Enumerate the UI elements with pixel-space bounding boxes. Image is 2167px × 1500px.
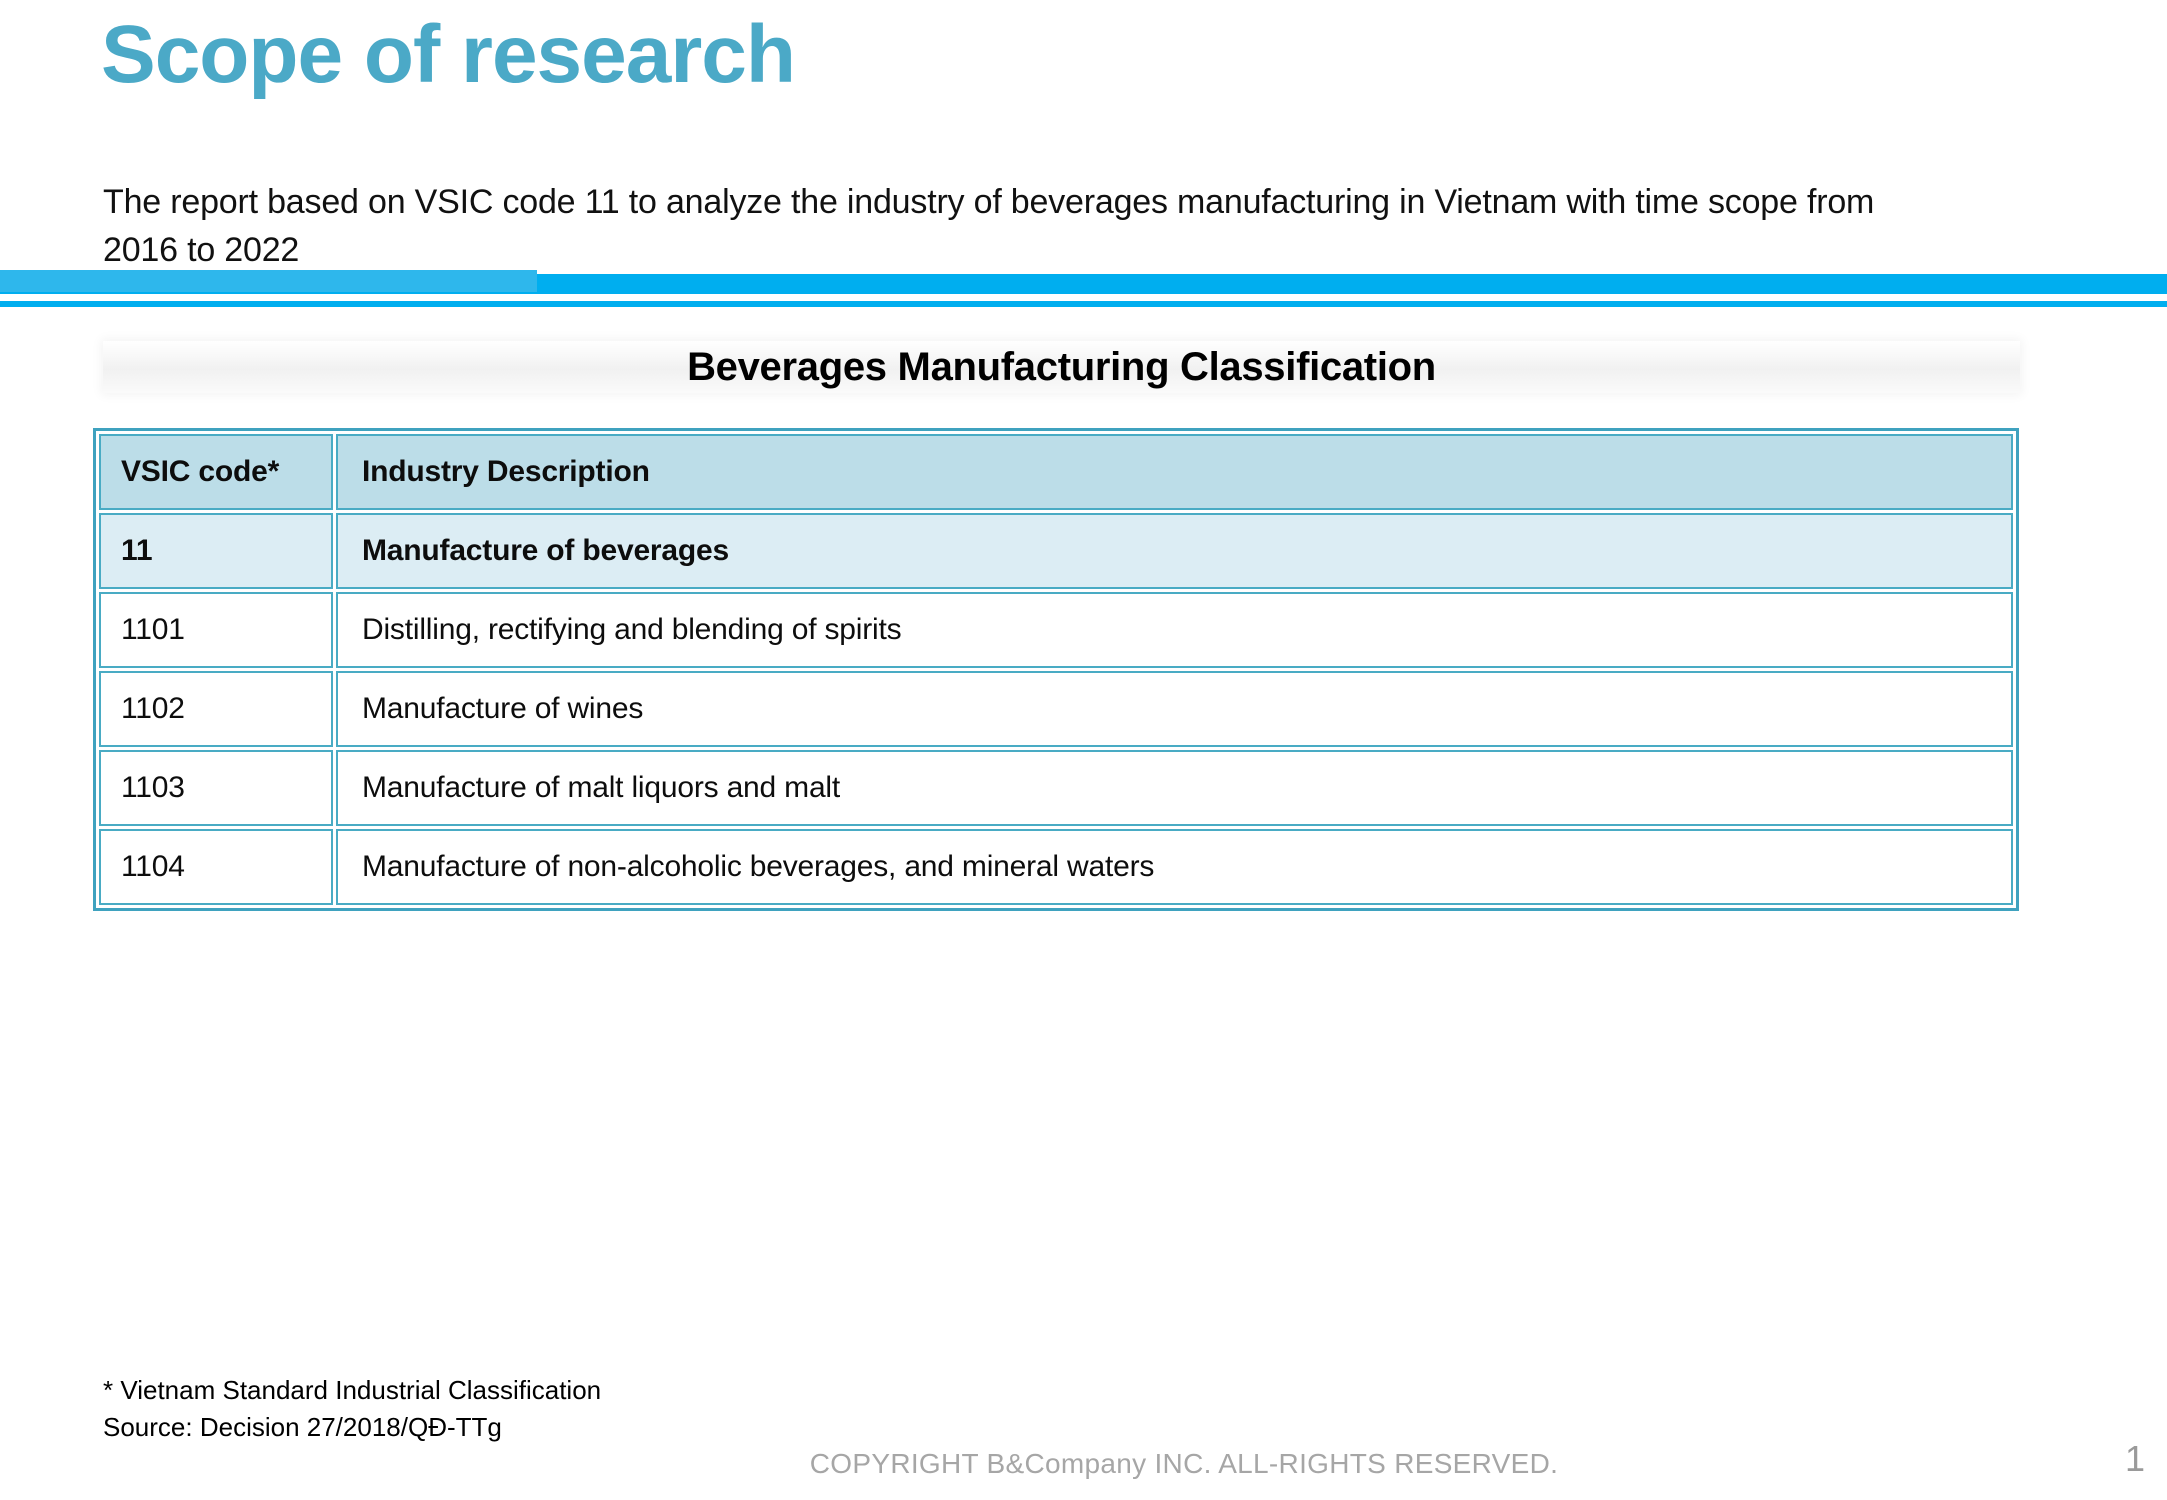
industry-description-cell: Manufacture of beverages xyxy=(336,513,2013,589)
industry-description-cell: Manufacture of malt liquors and malt xyxy=(336,750,2013,826)
vsic-code-cell: 1103 xyxy=(99,750,333,826)
intro-line-1: The report based on VSIC code 11 to anal… xyxy=(103,183,1875,221)
table-header-row: VSIC code* Industry Description xyxy=(99,434,2013,510)
title-divider-bar xyxy=(0,274,2167,294)
table-row: 1102 Manufacture of wines xyxy=(99,671,2013,747)
vsic-code-cell: 1102 xyxy=(99,671,333,747)
footnotes: * Vietnam Standard Industrial Classifica… xyxy=(103,1372,601,1446)
industry-description-cell: Manufacture of non-alcoholic beverages, … xyxy=(336,829,2013,905)
table-row: 1103 Manufacture of malt liquors and mal… xyxy=(99,750,2013,826)
table-row: 11 Manufacture of beverages xyxy=(99,513,2013,589)
section-title: Beverages Manufacturing Classification xyxy=(687,345,1436,389)
section-title-band: Beverages Manufacturing Classification xyxy=(103,341,2020,393)
column-header-industry-description: Industry Description xyxy=(336,434,2013,510)
intro-line-2: 2016 to 2022 xyxy=(103,231,300,269)
footer-copyright: COPYRIGHT B&Company INC. ALL-RIGHTS RESE… xyxy=(809,1448,1559,1479)
title-divider-thin-line xyxy=(0,301,2167,307)
footnote-source: Source: Decision 27/2018/QĐ-TTg xyxy=(103,1412,502,1442)
classification-table: VSIC code* Industry Description 11 Manuf… xyxy=(93,428,2019,911)
page-title: Scope of research xyxy=(101,9,796,100)
vsic-code-cell: 11 xyxy=(99,513,333,589)
intro-paragraph: The report based on VSIC code 11 to anal… xyxy=(103,178,1874,274)
column-header-vsic-code: VSIC code* xyxy=(99,434,333,510)
footnote-classification: * Vietnam Standard Industrial Classifica… xyxy=(103,1375,602,1405)
industry-description-cell: Manufacture of wines xyxy=(336,671,2013,747)
page-number: 1 xyxy=(2124,1438,2145,1479)
table-row: 1101 Distilling, rectifying and blending… xyxy=(99,592,2013,668)
industry-description-cell: Distilling, rectifying and blending of s… xyxy=(336,592,2013,668)
title-divider-accent xyxy=(0,270,537,292)
table-row: 1104 Manufacture of non-alcoholic bevera… xyxy=(99,829,2013,905)
vsic-code-cell: 1104 xyxy=(99,829,333,905)
vsic-code-cell: 1101 xyxy=(99,592,333,668)
